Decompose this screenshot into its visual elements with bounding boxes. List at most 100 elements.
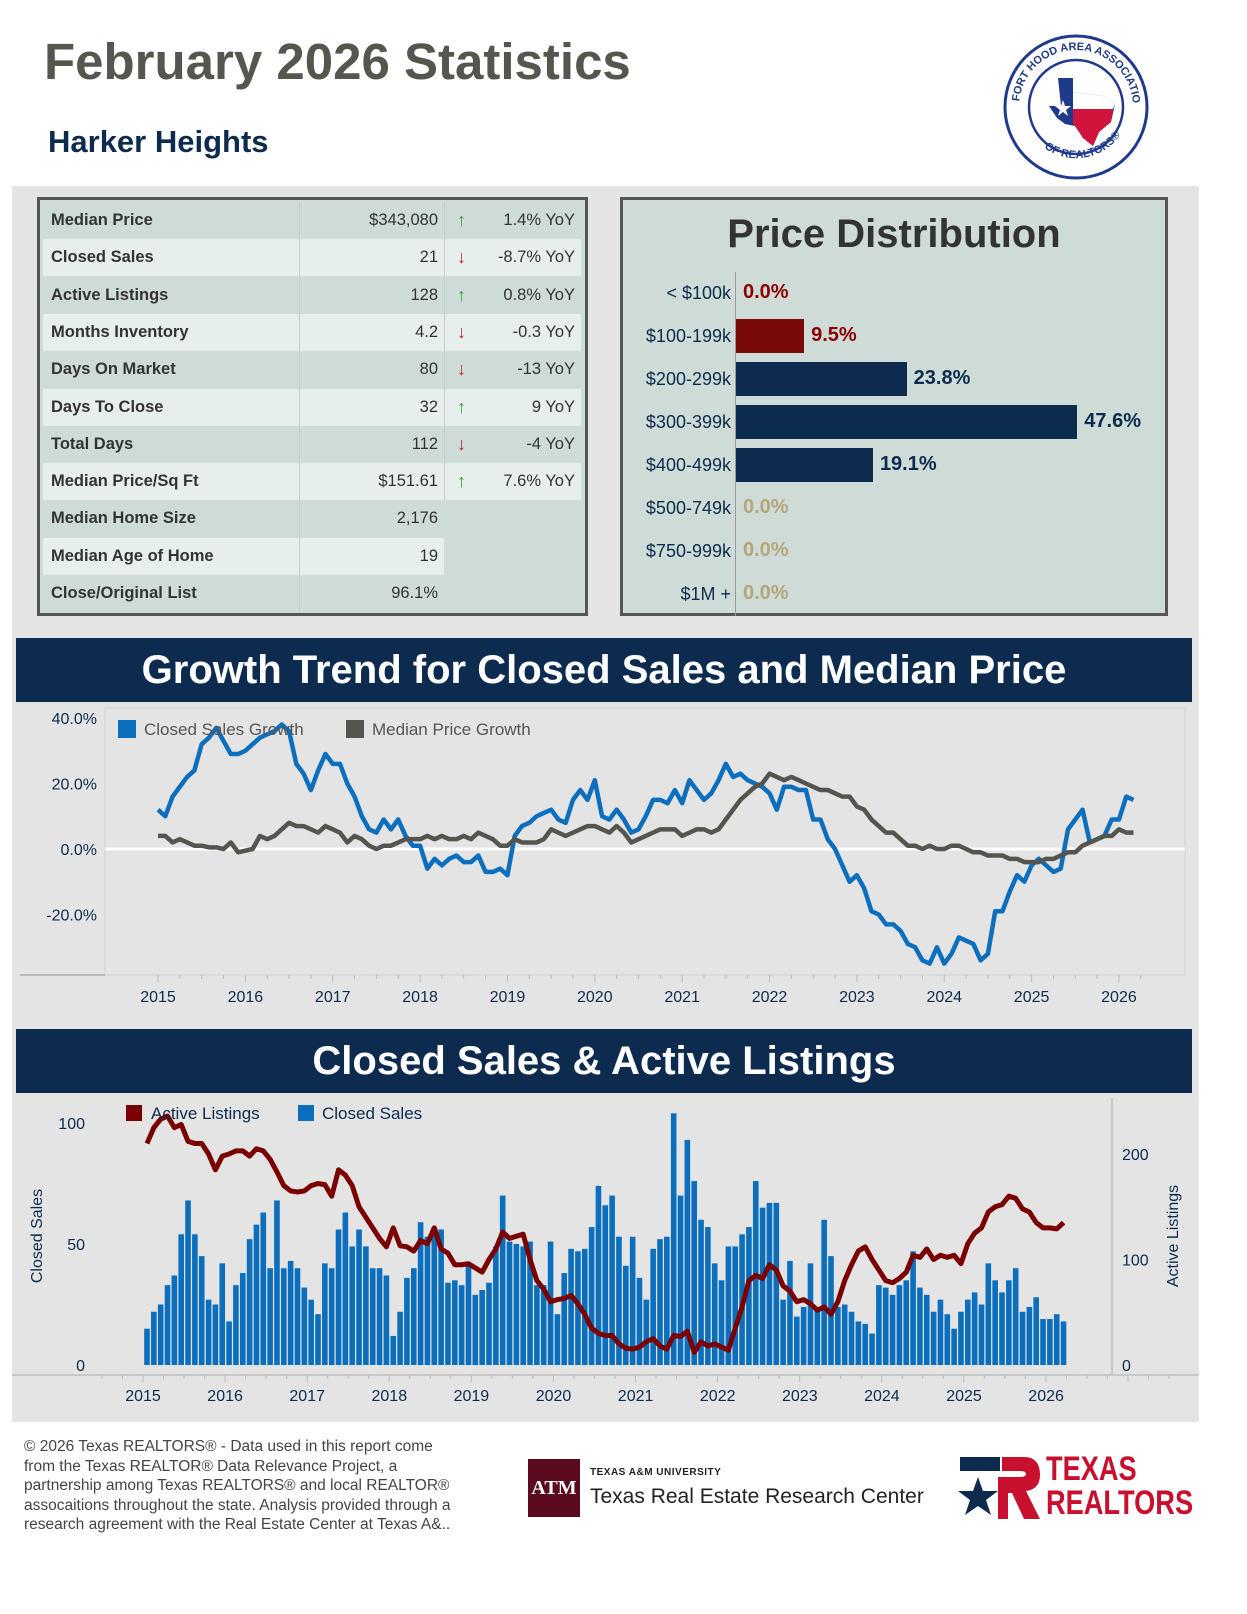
stat-change-cell: ↓ -8.7% YoY bbox=[444, 239, 581, 277]
stat-change: 7.6% YoY bbox=[503, 472, 575, 491]
price-bar-row: $500-749k 0.0% bbox=[623, 490, 1168, 526]
x-tick-label: 2020 bbox=[536, 1388, 572, 1405]
closed-sales-bar bbox=[698, 1219, 704, 1365]
closed-sales-bar bbox=[862, 1323, 868, 1365]
closed-sales-bar bbox=[999, 1292, 1005, 1365]
stats-row: Median Price/Sq Ft $151.61 ↑ 7.6% YoY bbox=[43, 463, 581, 501]
stat-value: 112 bbox=[299, 425, 444, 463]
x-tick-label: 2025 bbox=[946, 1388, 982, 1405]
stat-label: Total Days bbox=[43, 425, 299, 463]
closed-sales-bar bbox=[233, 1285, 239, 1365]
price-bar bbox=[736, 405, 1078, 439]
texas-realtors-logo: TEXAS REALTORS bbox=[958, 1451, 1198, 1523]
arrow-up-icon: ↑ bbox=[444, 463, 478, 501]
stat-change-cell: ↑ 1.4% YoY bbox=[444, 202, 581, 239]
legend-label: Median Price Growth bbox=[372, 720, 531, 739]
closed-sales-bar bbox=[711, 1263, 718, 1365]
stat-change: 9 YoY bbox=[531, 397, 575, 416]
price-range-label: $100-199k bbox=[645, 326, 731, 346]
stat-value: 80 bbox=[299, 351, 444, 389]
stat-label: Closed Sales bbox=[43, 239, 299, 277]
legend-swatch-active-listings bbox=[126, 1105, 142, 1121]
closed-sales-bar bbox=[192, 1234, 198, 1365]
x-tick-label: 2015 bbox=[125, 1388, 161, 1405]
x-tick-label: 2026 bbox=[1101, 989, 1137, 1006]
closed-sales-bar bbox=[205, 1299, 212, 1365]
stat-value: $151.61 bbox=[299, 463, 444, 501]
arrow-down-icon: ↓ bbox=[444, 351, 478, 389]
tamu-university-text: TEXAS A&M UNIVERSITY bbox=[590, 1467, 722, 1478]
price-bar-row: $300-399k 47.6% bbox=[623, 404, 1168, 440]
closed-sales-bar bbox=[144, 1328, 150, 1365]
closed-sales-bar bbox=[937, 1299, 944, 1365]
price-bar-value: 0.0% bbox=[743, 281, 789, 303]
closed-sales-bar bbox=[479, 1289, 485, 1365]
footer-disclaimer: © 2026 Texas REALTORS® - Data used in th… bbox=[24, 1437, 504, 1535]
stat-change: 0.8% YoY bbox=[503, 285, 575, 304]
x-tick-label: 2023 bbox=[782, 1388, 818, 1405]
stat-label: Days To Close bbox=[43, 388, 299, 426]
x-tick-label: 2022 bbox=[752, 989, 788, 1006]
closed-sales-bar bbox=[636, 1277, 643, 1365]
closed-sales-bar bbox=[766, 1202, 773, 1365]
closed-sales-bar bbox=[171, 1275, 178, 1365]
closed-sales-bar bbox=[328, 1268, 335, 1365]
price-distribution-title: Price Distribution bbox=[727, 212, 1061, 256]
series-line-median-price-growth bbox=[158, 771, 1134, 865]
price-range-label: $500-749k bbox=[645, 498, 731, 518]
price-bar bbox=[736, 362, 907, 396]
closed-sales-bar bbox=[705, 1227, 711, 1365]
closed-sales-bar bbox=[910, 1251, 916, 1365]
closed-sales-bar bbox=[342, 1212, 349, 1365]
closed-sales-bar bbox=[821, 1219, 827, 1365]
arrow-down-icon: ↓ bbox=[444, 313, 478, 351]
price-bar-value: 19.1% bbox=[879, 453, 937, 475]
x-tick-label: 2023 bbox=[839, 989, 875, 1006]
closed-sales-bar bbox=[458, 1285, 465, 1365]
closed-sales-bar bbox=[157, 1304, 164, 1365]
stat-value: 32 bbox=[299, 388, 444, 426]
closed-sales-bar bbox=[609, 1195, 615, 1365]
stat-label: Active Listings bbox=[43, 276, 299, 314]
closed-sales-bar bbox=[246, 1239, 253, 1365]
closed-sales-bar bbox=[369, 1268, 376, 1365]
plot-area bbox=[104, 707, 1186, 976]
stats-row: Median Price $343,080 ↑ 1.4% YoY bbox=[43, 202, 581, 239]
closed-sales-bar bbox=[438, 1229, 444, 1365]
price-bar-row: $400-499k 19.1% bbox=[623, 447, 1168, 483]
growth-trend-banner: Growth Trend for Closed Sales and Median… bbox=[16, 638, 1192, 702]
x-tick-label: 2016 bbox=[228, 989, 264, 1006]
left-axis-title: Closed Sales bbox=[29, 1189, 46, 1283]
closed-sales-bar bbox=[923, 1294, 930, 1365]
city-subtitle: Harker Heights bbox=[48, 124, 269, 159]
price-bar-value: 0.0% bbox=[743, 496, 789, 518]
right-y-tick-label: 200 bbox=[1122, 1147, 1149, 1164]
closed-sales-bar bbox=[581, 1248, 588, 1365]
legend-label: Closed Sales bbox=[322, 1104, 422, 1123]
closed-sales-bar bbox=[424, 1236, 431, 1365]
tamu-center-text: Texas Real Estate Research Center bbox=[590, 1485, 924, 1508]
closed-sales-bar bbox=[198, 1256, 205, 1365]
stat-value: $343,080 bbox=[299, 202, 444, 239]
closed-sales-bar bbox=[363, 1246, 369, 1365]
closed-sales-bar bbox=[301, 1287, 308, 1365]
right-y-tick-label: 100 bbox=[1122, 1253, 1149, 1270]
x-tick-label: 2024 bbox=[864, 1388, 900, 1405]
tamu-real-estate-center-logo: ATM TEXAS A&M UNIVERSITY Texas Real Esta… bbox=[528, 1459, 948, 1519]
y-tick-label: 0.0% bbox=[61, 842, 97, 859]
stat-change: -4 YoY bbox=[526, 434, 575, 453]
stat-change-cell: ↓ -13 YoY bbox=[444, 351, 581, 389]
stat-label: Days On Market bbox=[43, 351, 299, 389]
closed-sales-bar bbox=[226, 1321, 232, 1365]
stat-label: Median Home Size bbox=[43, 500, 299, 538]
price-bar-value: 9.5% bbox=[811, 324, 857, 346]
stats-row: Months Inventory 4.2 ↓ -0.3 YoY bbox=[43, 313, 581, 351]
x-tick-label: 2017 bbox=[315, 989, 351, 1006]
closed-sales-bar bbox=[260, 1212, 267, 1365]
closed-sales-bar bbox=[876, 1285, 882, 1365]
arrow-up-icon: ↑ bbox=[444, 388, 478, 426]
price-range-label: $200-299k bbox=[645, 369, 731, 389]
closed-sales-bar bbox=[759, 1207, 766, 1365]
stat-label: Median Price bbox=[43, 202, 299, 239]
closed-sales-bar bbox=[602, 1205, 609, 1365]
